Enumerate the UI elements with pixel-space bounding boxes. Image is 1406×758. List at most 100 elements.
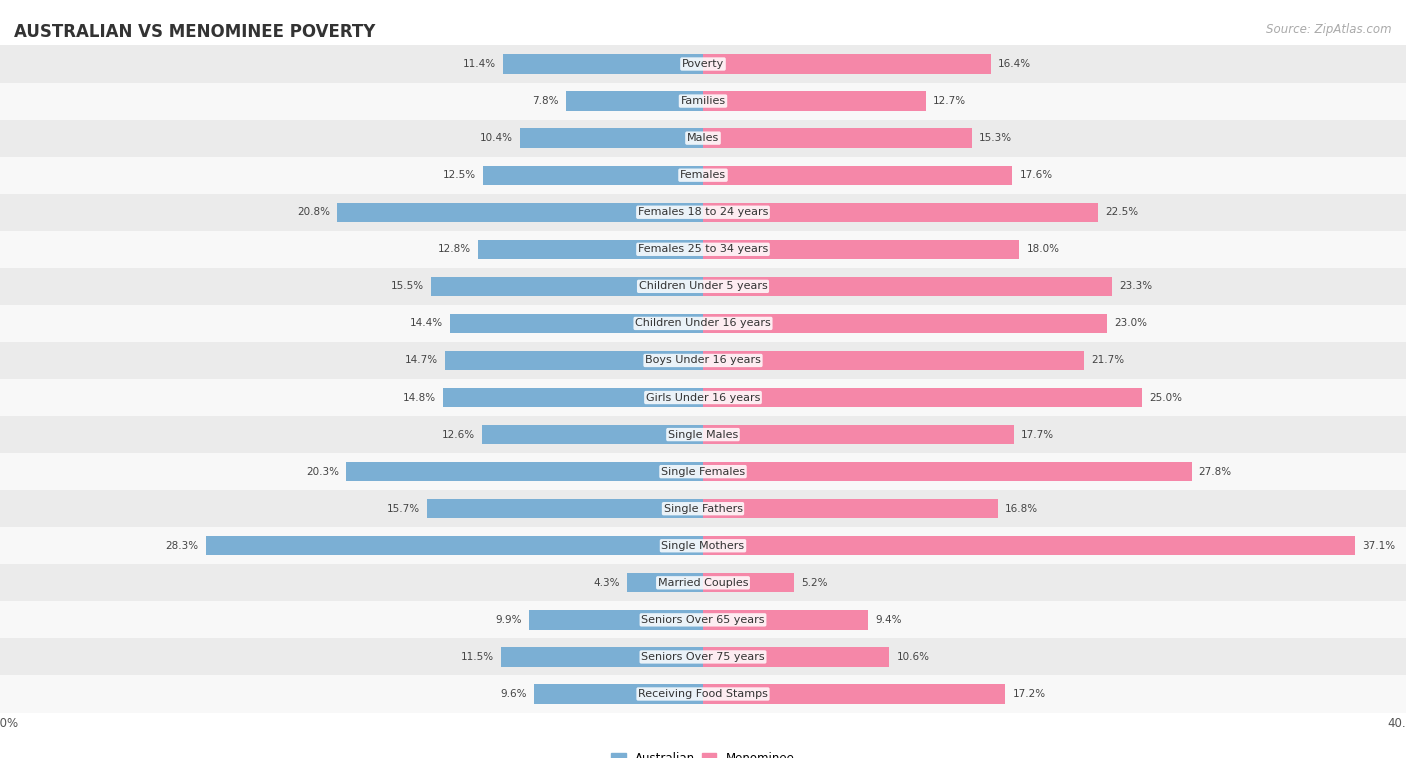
Bar xyxy=(443,388,703,407)
Bar xyxy=(0,194,1406,230)
Text: 28.3%: 28.3% xyxy=(166,540,198,551)
Text: 9.9%: 9.9% xyxy=(495,615,522,625)
Bar xyxy=(703,92,927,111)
Bar xyxy=(0,268,1406,305)
Bar xyxy=(703,55,991,74)
Bar xyxy=(703,314,1108,333)
Bar xyxy=(205,536,703,556)
Bar xyxy=(703,277,1112,296)
Bar xyxy=(0,675,1406,713)
Bar xyxy=(0,601,1406,638)
Text: 25.0%: 25.0% xyxy=(1150,393,1182,402)
Bar xyxy=(534,684,703,703)
Text: 11.5%: 11.5% xyxy=(461,652,494,662)
Text: 11.4%: 11.4% xyxy=(463,59,496,69)
Bar xyxy=(703,388,1142,407)
Bar xyxy=(0,564,1406,601)
Bar xyxy=(703,129,972,148)
Bar xyxy=(703,240,1019,259)
Text: Single Mothers: Single Mothers xyxy=(661,540,745,551)
Bar xyxy=(0,453,1406,490)
Bar xyxy=(703,351,1084,370)
Bar xyxy=(0,416,1406,453)
Text: 16.8%: 16.8% xyxy=(1005,504,1039,514)
Text: 7.8%: 7.8% xyxy=(533,96,560,106)
Bar xyxy=(0,157,1406,194)
Text: 15.7%: 15.7% xyxy=(387,504,420,514)
Bar xyxy=(703,202,1098,222)
Bar xyxy=(703,573,794,593)
Text: Receiving Food Stamps: Receiving Food Stamps xyxy=(638,689,768,699)
Text: Single Females: Single Females xyxy=(661,467,745,477)
Text: 12.6%: 12.6% xyxy=(441,430,475,440)
Text: Source: ZipAtlas.com: Source: ZipAtlas.com xyxy=(1267,23,1392,36)
Bar xyxy=(627,573,703,593)
Text: 14.8%: 14.8% xyxy=(402,393,436,402)
Bar xyxy=(478,240,703,259)
Bar xyxy=(703,536,1355,556)
Text: 20.3%: 20.3% xyxy=(307,467,339,477)
Text: Females: Females xyxy=(681,171,725,180)
Text: Single Males: Single Males xyxy=(668,430,738,440)
Bar xyxy=(703,684,1005,703)
Text: 23.0%: 23.0% xyxy=(1114,318,1147,328)
Text: 12.7%: 12.7% xyxy=(934,96,966,106)
Text: AUSTRALIAN VS MENOMINEE POVERTY: AUSTRALIAN VS MENOMINEE POVERTY xyxy=(14,23,375,41)
Bar xyxy=(427,499,703,518)
Bar xyxy=(703,610,869,629)
Bar xyxy=(501,647,703,666)
Text: 18.0%: 18.0% xyxy=(1026,244,1059,254)
Text: 9.4%: 9.4% xyxy=(875,615,901,625)
Bar xyxy=(703,462,1192,481)
Text: 37.1%: 37.1% xyxy=(1362,540,1395,551)
Text: Seniors Over 75 years: Seniors Over 75 years xyxy=(641,652,765,662)
Bar xyxy=(0,528,1406,564)
Text: 17.2%: 17.2% xyxy=(1012,689,1046,699)
Text: 15.5%: 15.5% xyxy=(391,281,423,291)
Bar xyxy=(565,92,703,111)
Text: 10.6%: 10.6% xyxy=(897,652,929,662)
Bar xyxy=(0,342,1406,379)
Bar xyxy=(503,55,703,74)
Bar xyxy=(529,610,703,629)
Bar xyxy=(0,45,1406,83)
Text: 15.3%: 15.3% xyxy=(979,133,1012,143)
Bar xyxy=(0,230,1406,268)
Text: 27.8%: 27.8% xyxy=(1198,467,1232,477)
Text: Boys Under 16 years: Boys Under 16 years xyxy=(645,356,761,365)
Text: 21.7%: 21.7% xyxy=(1091,356,1125,365)
Text: 5.2%: 5.2% xyxy=(801,578,828,587)
Bar xyxy=(0,490,1406,528)
Legend: Australian, Menominee: Australian, Menominee xyxy=(606,747,800,758)
Bar xyxy=(703,165,1012,185)
Text: Families: Families xyxy=(681,96,725,106)
Text: 14.4%: 14.4% xyxy=(409,318,443,328)
Bar xyxy=(703,499,998,518)
Text: Children Under 16 years: Children Under 16 years xyxy=(636,318,770,328)
Text: Children Under 5 years: Children Under 5 years xyxy=(638,281,768,291)
Text: 4.3%: 4.3% xyxy=(593,578,620,587)
Bar xyxy=(346,462,703,481)
Text: 12.5%: 12.5% xyxy=(443,171,477,180)
Bar xyxy=(0,379,1406,416)
Bar xyxy=(0,83,1406,120)
Bar xyxy=(430,277,703,296)
Text: 16.4%: 16.4% xyxy=(998,59,1032,69)
Bar xyxy=(703,647,889,666)
Text: Seniors Over 65 years: Seniors Over 65 years xyxy=(641,615,765,625)
Text: 14.7%: 14.7% xyxy=(405,356,437,365)
Text: Single Fathers: Single Fathers xyxy=(664,504,742,514)
Text: Females 25 to 34 years: Females 25 to 34 years xyxy=(638,244,768,254)
Text: 20.8%: 20.8% xyxy=(298,207,330,218)
Text: Girls Under 16 years: Girls Under 16 years xyxy=(645,393,761,402)
Bar xyxy=(0,120,1406,157)
Bar xyxy=(444,351,703,370)
Text: 9.6%: 9.6% xyxy=(501,689,527,699)
Text: 12.8%: 12.8% xyxy=(437,244,471,254)
Bar xyxy=(450,314,703,333)
Text: Married Couples: Married Couples xyxy=(658,578,748,587)
Bar xyxy=(481,425,703,444)
Bar xyxy=(520,129,703,148)
Bar xyxy=(484,165,703,185)
Text: 23.3%: 23.3% xyxy=(1119,281,1153,291)
